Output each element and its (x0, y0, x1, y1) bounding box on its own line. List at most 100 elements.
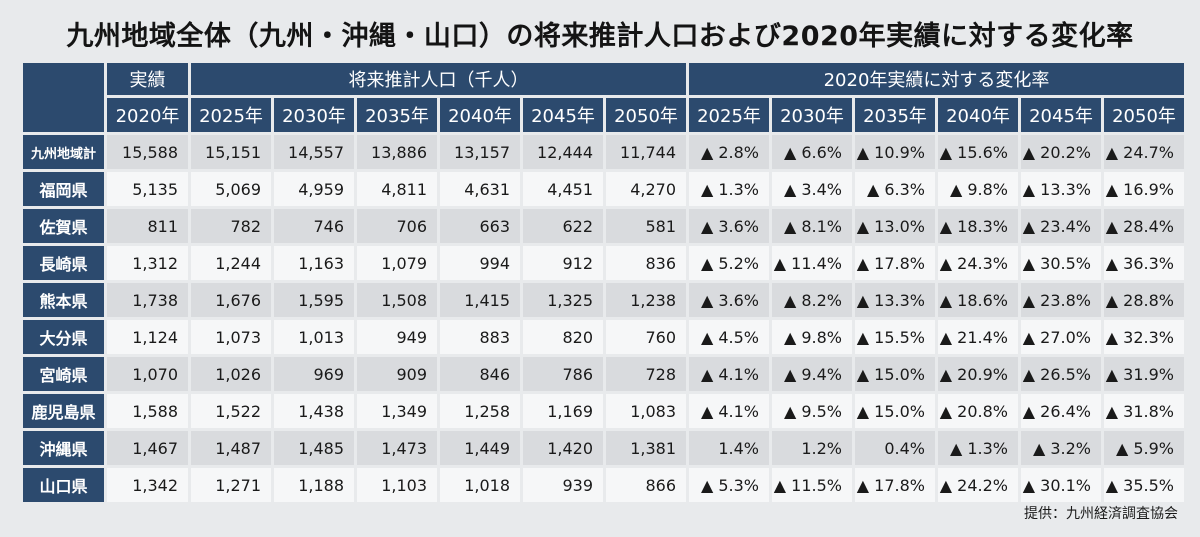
row-label: 熊本県 (23, 283, 104, 317)
projection-value-cell: 836 (606, 246, 686, 280)
projection-value-cell: 4,959 (274, 172, 354, 206)
change-rate-cell: ▲ 4.1% (689, 394, 769, 428)
projection-value-cell: 1,438 (274, 394, 354, 428)
projection-value-cell: 786 (523, 357, 603, 391)
change-rate-cell: ▲ 28.8% (1104, 283, 1184, 317)
actual-value-cell: 15,588 (107, 135, 188, 169)
row-label: 福岡県 (23, 172, 104, 206)
header-group-change: 2020年実績に対する変化率 (689, 63, 1184, 95)
header-year-projection: 2030年 (274, 98, 354, 132)
actual-value-cell: 1,124 (107, 320, 188, 354)
projection-value-cell: 1,522 (191, 394, 271, 428)
header-group-projection: 将来推計人口（千人） (191, 63, 686, 95)
change-rate-cell: ▲ 11.5% (772, 468, 852, 502)
header-year-projection: 2025年 (191, 98, 271, 132)
projection-value-cell: 782 (191, 209, 271, 243)
projection-value-cell: 13,886 (357, 135, 437, 169)
projection-value-cell: 14,557 (274, 135, 354, 169)
change-rate-cell: ▲ 20.8% (938, 394, 1018, 428)
projection-value-cell: 1,079 (357, 246, 437, 280)
change-rate-cell: ▲ 26.5% (1021, 357, 1101, 391)
change-rate-cell: ▲ 3.4% (772, 172, 852, 206)
projection-value-cell: 846 (440, 357, 520, 391)
row-label: 長崎県 (23, 246, 104, 280)
header-year-projection: 2040年 (440, 98, 520, 132)
projection-value-cell: 994 (440, 246, 520, 280)
actual-value-cell: 1,070 (107, 357, 188, 391)
row-label: 大分県 (23, 320, 104, 354)
header-year-change: 2035年 (855, 98, 935, 132)
projection-value-cell: 746 (274, 209, 354, 243)
actual-value-cell: 1,342 (107, 468, 188, 502)
projection-value-cell: 1,473 (357, 431, 437, 465)
header-year-change: 2040年 (938, 98, 1018, 132)
change-rate-cell: ▲ 24.2% (938, 468, 1018, 502)
projection-value-cell: 1,013 (274, 320, 354, 354)
change-rate-cell: ▲ 6.3% (855, 172, 935, 206)
population-table: 実績 将来推計人口（千人） 2020年実績に対する変化率 2020年 2025年 2… (20, 60, 1187, 505)
projection-value-cell: 4,811 (357, 172, 437, 206)
header-corner (23, 63, 104, 132)
change-rate-cell: ▲ 9.5% (772, 394, 852, 428)
projection-value-cell: 1,508 (357, 283, 437, 317)
change-rate-cell: ▲ 2.8% (689, 135, 769, 169)
change-rate-cell: 1.4% (689, 431, 769, 465)
change-rate-cell: ▲ 24.3% (938, 246, 1018, 280)
change-rate-cell: ▲ 9.4% (772, 357, 852, 391)
projection-value-cell: 4,270 (606, 172, 686, 206)
projection-value-cell: 1,420 (523, 431, 603, 465)
change-rate-cell: ▲ 20.2% (1021, 135, 1101, 169)
change-rate-cell: ▲ 1.3% (938, 431, 1018, 465)
change-rate-cell: ▲ 26.4% (1021, 394, 1101, 428)
projection-value-cell: 4,451 (523, 172, 603, 206)
change-rate-cell: ▲ 5.3% (689, 468, 769, 502)
row-label: 山口県 (23, 468, 104, 502)
projection-value-cell: 1,018 (440, 468, 520, 502)
header-group-actual: 実績 (107, 63, 188, 95)
projection-value-cell: 1,238 (606, 283, 686, 317)
header-year-projection: 2045年 (523, 98, 603, 132)
projection-value-cell: 1,325 (523, 283, 603, 317)
projection-value-cell: 1,244 (191, 246, 271, 280)
projection-value-cell: 12,444 (523, 135, 603, 169)
change-rate-cell: ▲ 31.8% (1104, 394, 1184, 428)
change-rate-cell: ▲ 16.9% (1104, 172, 1184, 206)
projection-value-cell: 15,151 (191, 135, 271, 169)
actual-value-cell: 811 (107, 209, 188, 243)
change-rate-cell: 0.4% (855, 431, 935, 465)
change-rate-cell: ▲ 18.3% (938, 209, 1018, 243)
projection-value-cell: 1,083 (606, 394, 686, 428)
projection-value-cell: 939 (523, 468, 603, 502)
projection-value-cell: 909 (357, 357, 437, 391)
projection-value-cell: 1,381 (606, 431, 686, 465)
change-rate-cell: ▲ 3.6% (689, 283, 769, 317)
actual-value-cell: 1,467 (107, 431, 188, 465)
change-rate-cell: ▲ 15.6% (938, 135, 1018, 169)
change-rate-cell: ▲ 36.3% (1104, 246, 1184, 280)
projection-value-cell: 969 (274, 357, 354, 391)
change-rate-cell: ▲ 24.7% (1104, 135, 1184, 169)
row-label: 沖縄県 (23, 431, 104, 465)
actual-value-cell: 1,588 (107, 394, 188, 428)
projection-value-cell: 949 (357, 320, 437, 354)
row-label: 鹿児島県 (23, 394, 104, 428)
header-year-change: 2050年 (1104, 98, 1184, 132)
table-row: 佐賀県 811 782 746 706 663 622 581 ▲ 3.6% ▲ 8.1% ▲ 13… (23, 209, 1184, 243)
projection-value-cell: 1,676 (191, 283, 271, 317)
projection-value-cell: 1,349 (357, 394, 437, 428)
projection-value-cell: 866 (606, 468, 686, 502)
change-rate-cell: ▲ 20.9% (938, 357, 1018, 391)
change-rate-cell: ▲ 5.2% (689, 246, 769, 280)
source-credit: 提供：九州経済調査協会 (1024, 506, 1178, 522)
change-rate-cell: ▲ 31.9% (1104, 357, 1184, 391)
change-rate-cell: ▲ 30.1% (1021, 468, 1101, 502)
header-year-projection: 2050年 (606, 98, 686, 132)
change-rate-cell: ▲ 11.4% (772, 246, 852, 280)
change-rate-cell: ▲ 15.5% (855, 320, 935, 354)
projection-value-cell: 663 (440, 209, 520, 243)
projection-value-cell: 1,595 (274, 283, 354, 317)
header-year-change: 2025年 (689, 98, 769, 132)
change-rate-cell: ▲ 13.3% (1021, 172, 1101, 206)
change-rate-cell: ▲ 4.5% (689, 320, 769, 354)
